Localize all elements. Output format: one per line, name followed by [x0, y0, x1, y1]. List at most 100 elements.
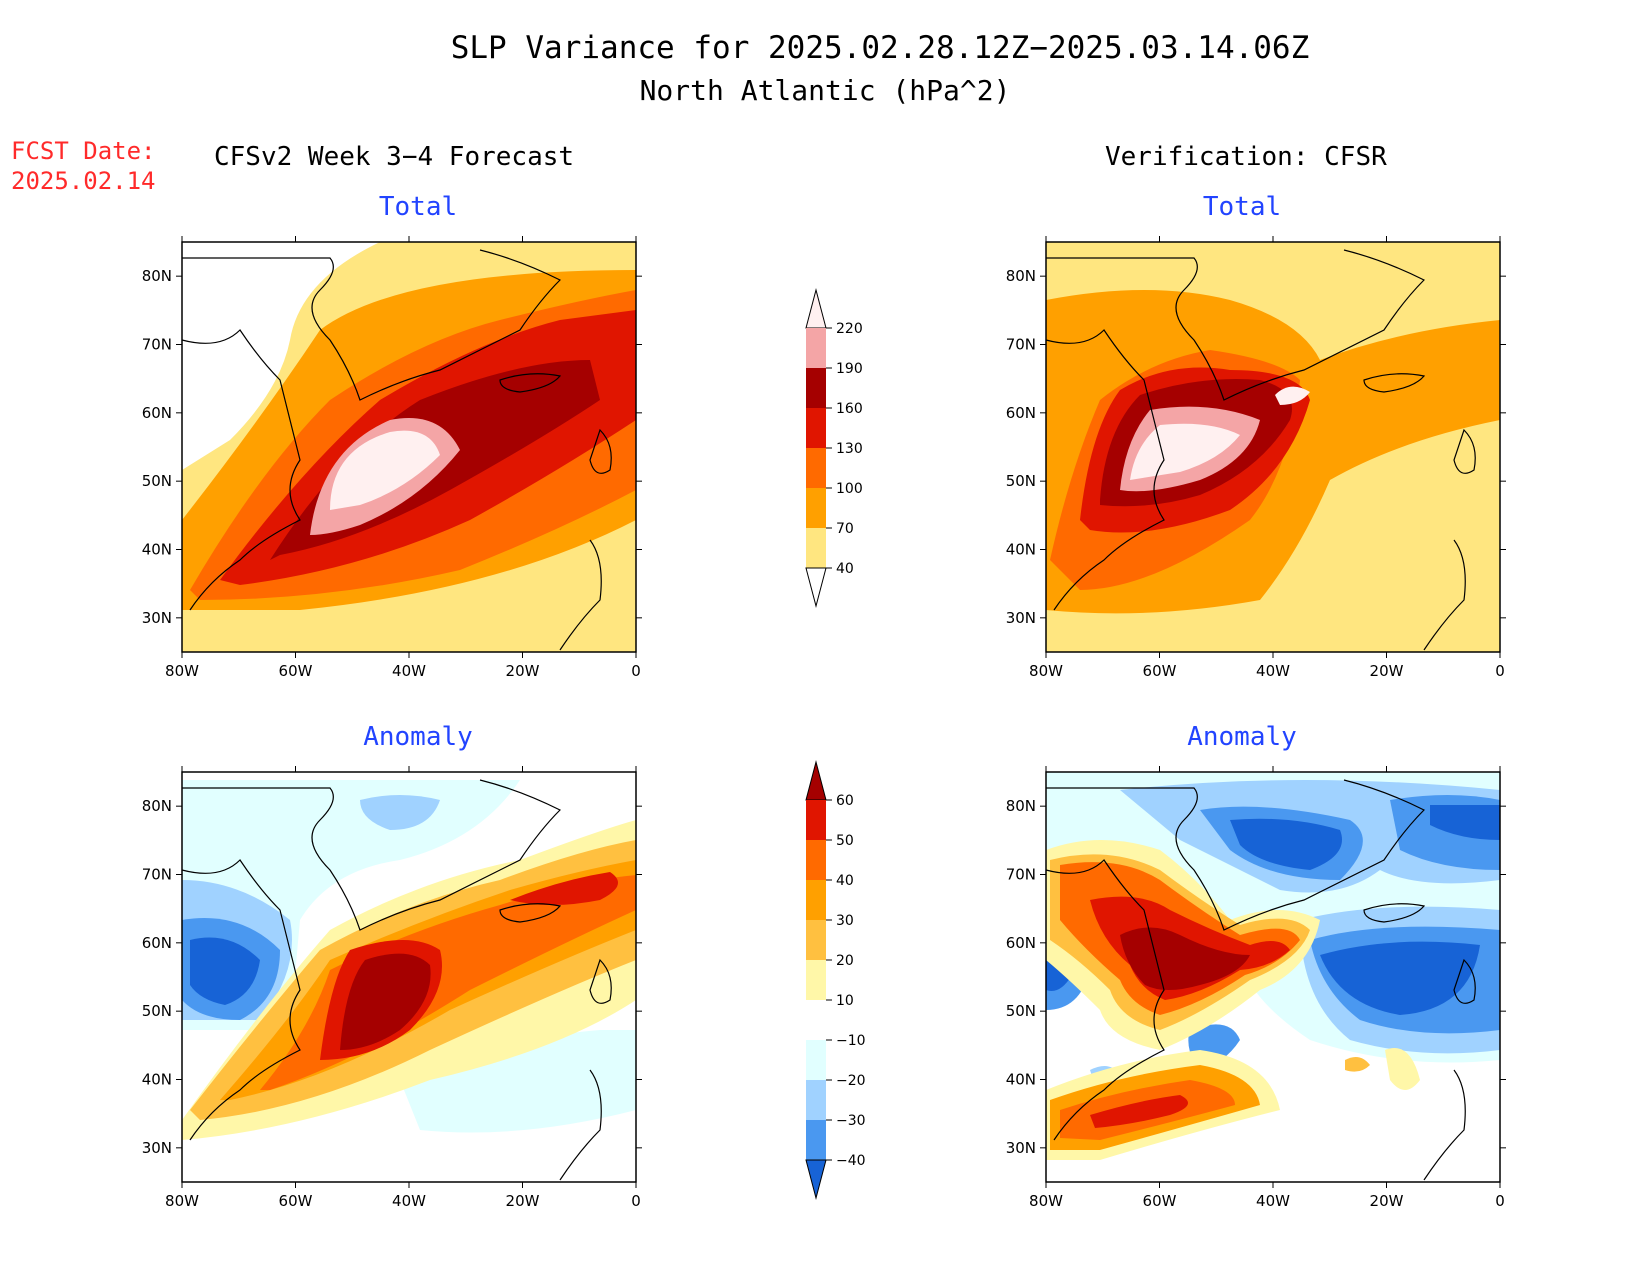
forecast-anomaly-map	[182, 772, 636, 1182]
lat-label: 80N	[142, 267, 172, 285]
colorbar-label: 40	[836, 561, 854, 577]
lon-label: 20W	[506, 662, 540, 680]
lon-label: 60W	[279, 662, 313, 680]
lat-label: 40N	[1006, 1071, 1036, 1089]
colorbar-label: 30	[836, 913, 854, 929]
colorbar-label: 130	[836, 441, 863, 457]
colorbar-label: 40	[836, 873, 854, 889]
colorbar-swatch	[806, 408, 826, 448]
lat-label: 70N	[1006, 866, 1036, 884]
colorbar-label: −30	[836, 1113, 866, 1129]
colorbar-swatch	[806, 448, 826, 488]
lon-label: 20W	[1370, 1192, 1404, 1210]
colorbar-swatch	[806, 368, 826, 408]
colorbar-swatch	[806, 1040, 826, 1080]
lon-label: 20W	[1370, 662, 1404, 680]
lon-label: 40W	[1256, 662, 1290, 680]
tick-marks	[176, 236, 1506, 1188]
verification-heading: Verification: CFSR	[1105, 142, 1387, 172]
lon-label: 80W	[1029, 1192, 1063, 1210]
panel-title-forecast-total: Total	[378, 192, 458, 222]
colorbar-label: 100	[836, 481, 863, 497]
colorbar-label: 160	[836, 401, 863, 417]
colorbar-swatch	[806, 880, 826, 920]
lat-label: 30N	[142, 1139, 172, 1157]
lon-label: 80W	[1029, 662, 1063, 680]
colorbar-swatch	[806, 528, 826, 568]
colorbar-swatch	[805, 1159, 827, 1200]
lat-label: 60N	[142, 934, 172, 952]
lon-label: 0	[631, 662, 641, 680]
colorbar-swatch	[806, 800, 826, 840]
lon-label: 40W	[392, 662, 426, 680]
colorbar-swatch	[805, 288, 827, 329]
verification-anomaly-map	[1046, 772, 1500, 1182]
lat-label: 60N	[142, 404, 172, 422]
lat-label: 70N	[142, 866, 172, 884]
lat-label: 50N	[1006, 1002, 1036, 1020]
colorbar-label: −20	[836, 1073, 866, 1089]
lat-label: 70N	[142, 336, 172, 354]
lon-label: 60W	[1143, 662, 1177, 680]
fcst-label: FCST Date:	[11, 137, 156, 165]
panel-title-forecast-anomaly: Anomaly	[363, 722, 473, 752]
lat-label: 50N	[1006, 472, 1036, 490]
lat-label: 40N	[142, 541, 172, 559]
colorbar-total: 220 190 160 130 100 70 40	[805, 288, 863, 608]
colorbar-swatch	[806, 488, 826, 528]
colorbar-label: 60	[836, 793, 854, 809]
lon-label: 80W	[165, 1192, 199, 1210]
lat-label: 50N	[142, 472, 172, 490]
forecast-heading: CFSv2 Week 3−4 Forecast	[214, 142, 575, 172]
colorbar-swatch	[806, 840, 826, 880]
lat-label: 80N	[1006, 267, 1036, 285]
colorbar-swatch	[805, 567, 827, 608]
colorbar-swatch	[806, 1080, 826, 1120]
main-subtitle: North Atlantic (hPa^2)	[639, 74, 1011, 107]
colorbar-label: 10	[836, 993, 854, 1009]
colorbar-swatch	[805, 760, 827, 801]
forecast-total-map	[182, 242, 636, 652]
lon-label: 40W	[1256, 1192, 1290, 1210]
main-title: SLP Variance for 2025.02.28.12Z−2025.03.…	[450, 30, 1310, 66]
lon-label: 40W	[392, 1192, 426, 1210]
lat-label: 50N	[142, 1002, 172, 1020]
verification-total-map	[1046, 242, 1500, 652]
lat-label: 30N	[1006, 1139, 1036, 1157]
colorbar-label: 20	[836, 953, 854, 969]
lat-label: 30N	[142, 609, 172, 627]
lat-label: 70N	[1006, 336, 1036, 354]
lon-label: 0	[631, 1192, 641, 1210]
colorbar-label: 70	[836, 521, 854, 537]
lat-label: 40N	[1006, 541, 1036, 559]
lon-label: 0	[1495, 1192, 1505, 1210]
colorbar-swatch	[806, 960, 826, 1000]
lat-label: 80N	[1006, 797, 1036, 815]
colorbar-label: 220	[836, 321, 863, 337]
colorbar-label: −40	[836, 1153, 866, 1169]
lat-label: 60N	[1006, 404, 1036, 422]
panel-title-verif-anomaly: Anomaly	[1187, 722, 1297, 752]
panel-title-verif-total: Total	[1202, 192, 1282, 222]
lat-label: 40N	[142, 1071, 172, 1089]
colorbar-label: 50	[836, 833, 854, 849]
colorbar-anomaly: 60 50 40 30 20 10 −10 −20 −30 −40	[805, 760, 866, 1200]
lat-label: 80N	[142, 797, 172, 815]
lon-label: 20W	[506, 1192, 540, 1210]
colorbar-swatch	[806, 1000, 826, 1040]
coastlines	[181, 249, 1476, 1181]
lon-label: 0	[1495, 662, 1505, 680]
lon-label: 60W	[279, 1192, 313, 1210]
lat-label: 30N	[1006, 609, 1036, 627]
colorbar-label: −10	[836, 1033, 866, 1049]
lon-label: 80W	[165, 662, 199, 680]
colorbar-swatch	[806, 328, 826, 368]
colorbar-swatch	[806, 1120, 826, 1160]
lon-label: 60W	[1143, 1192, 1177, 1210]
lat-label: 60N	[1006, 934, 1036, 952]
colorbar-label: 190	[836, 361, 863, 377]
fcst-date: 2025.02.14	[11, 167, 156, 195]
colorbar-swatch	[806, 920, 826, 960]
axis-labels: 80N 70N 60N 50N 40N 30N 80W 60W 40W 20W 0 80N 70N 60N…	[142, 267, 1505, 1210]
